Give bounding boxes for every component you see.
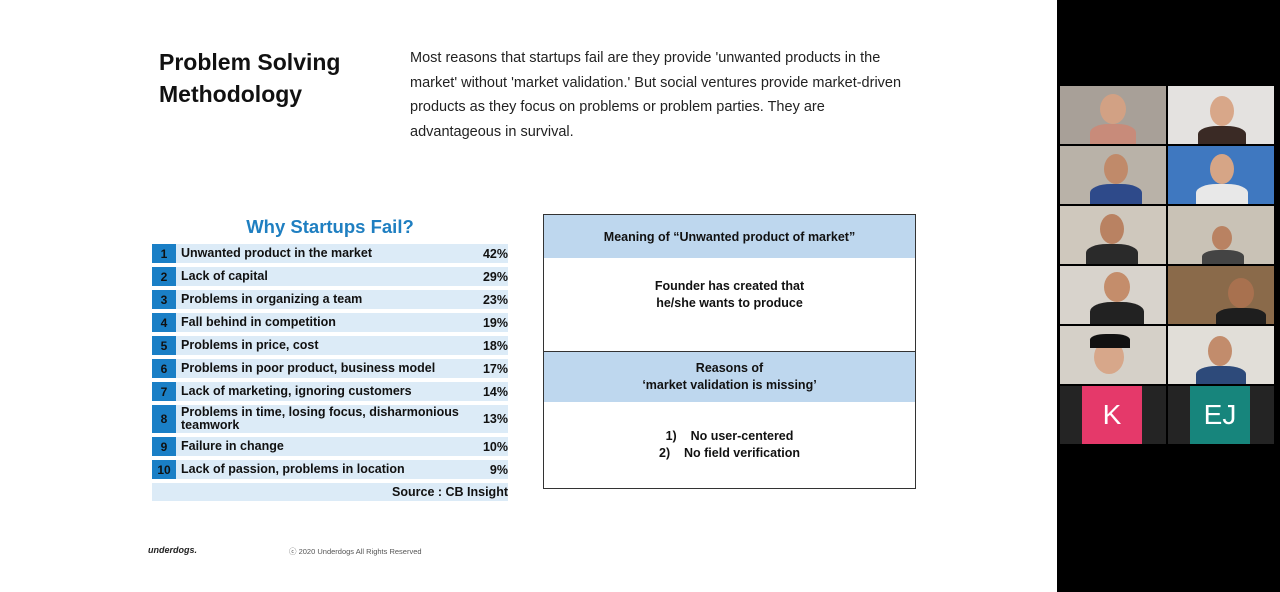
copyright-text: ⓒ 2020 Underdogs All Rights Reserved	[289, 547, 422, 556]
row-percent: 42%	[482, 246, 508, 261]
row-label: Fall behind in competition	[181, 315, 336, 329]
participant-face	[1104, 272, 1130, 302]
meaning-line-2: he/she wants to produce	[656, 296, 803, 310]
participant-face	[1212, 226, 1232, 250]
why-startups-fail-heading: Why Startups Fail?	[246, 216, 414, 237]
avatar: EJ	[1190, 386, 1250, 444]
meaning-line-1: Founder has created that	[654, 279, 805, 293]
presentation-slide: Problem Solving Methodology Most reasons…	[0, 0, 1057, 592]
row-number: 9	[152, 437, 176, 456]
participant-body	[1196, 366, 1246, 384]
reasons-header-line-2: ‘market validation is missing’	[642, 378, 817, 392]
participant-face	[1100, 94, 1126, 124]
row-number: 4	[152, 313, 176, 332]
participant-k-tile[interactable]: K	[1060, 386, 1166, 444]
row-label: Problems in poor product, business model	[181, 361, 436, 375]
reasons-header-line-1: Reasons of	[695, 361, 764, 375]
participant-body	[1202, 250, 1244, 264]
participant-video[interactable]	[1168, 146, 1274, 204]
row-percent: 10%	[482, 439, 508, 454]
table-row: 8 Problems in time, losing focus, disharm…	[152, 405, 508, 433]
participant-video[interactable]	[1168, 266, 1274, 324]
participant-ej-tile[interactable]: EJ	[1168, 386, 1274, 444]
table-row: 5 Problems in price, cost 18%	[152, 336, 508, 355]
row-number: 1	[152, 244, 176, 263]
table-row: 10 Lack of passion, problems in location 9…	[152, 460, 508, 479]
row-label: Problems in price, cost	[181, 338, 319, 352]
participant-video[interactable]	[1060, 206, 1166, 264]
meaning-box-body: Founder has created that he/she wants to…	[544, 258, 915, 312]
participant-body	[1090, 124, 1136, 144]
row-label: Unwanted product in the market	[181, 246, 372, 260]
participant-video[interactable]	[1060, 326, 1166, 384]
source-note: Source : CB Insight	[152, 483, 508, 501]
row-percent: 13%	[482, 412, 508, 426]
meaning-box-header: Meaning of “Unwanted product of market”	[544, 215, 915, 258]
reason-item-2: 2) No field verification	[659, 446, 800, 460]
page-title: Problem Solving Methodology	[159, 46, 389, 110]
row-label: Lack of passion, problems in location	[181, 462, 405, 476]
participant-face	[1104, 154, 1128, 184]
participant-video[interactable]	[1168, 326, 1274, 384]
row-label: Problems in organizing a team	[181, 292, 363, 306]
row-number: 6	[152, 359, 176, 378]
row-percent: 29%	[482, 269, 508, 284]
row-percent: 17%	[482, 361, 508, 376]
table-row: 2 Lack of capital 29%	[152, 267, 508, 286]
participant-face	[1228, 278, 1254, 308]
avatar-initial: EJ	[1203, 399, 1237, 430]
meaning-box: Meaning of “Unwanted product of market” …	[543, 214, 916, 352]
table-row: 7 Lack of marketing, ignoring customers 14…	[152, 382, 508, 401]
reason-item-1: 1) No user-centered	[665, 429, 794, 443]
participant-video[interactable]	[1168, 206, 1274, 264]
participant-body	[1090, 184, 1142, 204]
row-label: Lack of marketing, ignoring customers	[181, 384, 412, 398]
participant-body	[1090, 334, 1130, 348]
participants-panel: K EJ	[1057, 0, 1280, 592]
participant-video[interactable]	[1168, 86, 1274, 144]
participant-body	[1196, 184, 1248, 204]
reasons-table: 1 Unwanted product in the market 42% 2 Lack…	[152, 244, 508, 501]
row-number: 10	[152, 460, 176, 479]
avatar: K	[1082, 386, 1142, 444]
reasons-box: Reasons of ‘market validation is missing…	[543, 351, 916, 489]
title-line-2: Methodology	[159, 81, 303, 107]
row-percent: 14%	[482, 384, 508, 399]
participant-body	[1198, 126, 1246, 144]
participant-video[interactable]	[1060, 266, 1166, 324]
reasons-box-header: Reasons of ‘market validation is missing…	[544, 352, 915, 402]
avatar-initial: K	[1102, 399, 1122, 430]
intro-paragraph: Most reasons that startups fail are they…	[410, 50, 902, 140]
table-row: 6 Problems in poor product, business mode…	[152, 359, 508, 378]
row-label: Lack of capital	[181, 269, 268, 283]
participant-face	[1210, 154, 1234, 184]
reasons-box-body: 1) No user-centered 2) No field verifica…	[544, 402, 915, 462]
underdogs-logo: underdogs.	[148, 545, 197, 555]
table-row: 4 Fall behind in competition 19%	[152, 313, 508, 332]
row-percent: 9%	[489, 462, 508, 477]
row-number: 8	[152, 405, 176, 433]
table-row: 3 Problems in organizing a team 23%	[152, 290, 508, 309]
participant-body	[1090, 302, 1144, 324]
row-percent: 23%	[482, 292, 508, 307]
participant-face	[1100, 214, 1124, 244]
participant-body	[1086, 244, 1138, 264]
row-label: Failure in change	[181, 439, 284, 453]
participant-face	[1210, 96, 1234, 126]
row-label: Problems in time, losing focus, disharmo…	[181, 405, 459, 432]
row-number: 5	[152, 336, 176, 355]
row-number: 2	[152, 267, 176, 286]
row-number: 7	[152, 382, 176, 401]
participant-face	[1208, 336, 1232, 366]
row-percent: 19%	[482, 315, 508, 330]
row-number: 3	[152, 290, 176, 309]
table-row: 9 Failure in change 10%	[152, 437, 508, 456]
title-line-1: Problem Solving	[159, 49, 341, 75]
participant-body	[1216, 308, 1266, 324]
table-row: 1 Unwanted product in the market 42%	[152, 244, 508, 263]
participant-video[interactable]	[1060, 146, 1166, 204]
participant-video[interactable]	[1060, 86, 1166, 144]
row-percent: 18%	[482, 338, 508, 353]
